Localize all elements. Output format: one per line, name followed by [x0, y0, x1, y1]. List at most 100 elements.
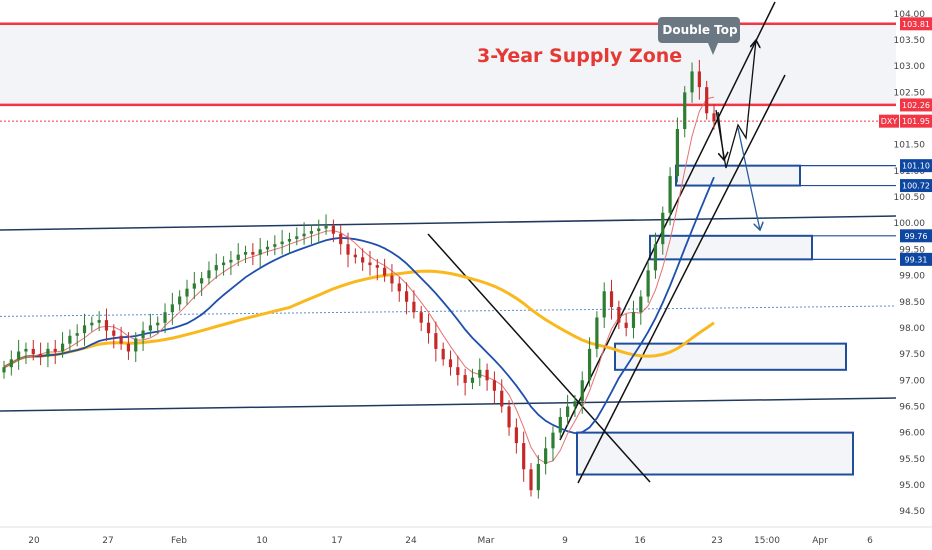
candle-body — [273, 244, 277, 247]
time-tick-label: 27 — [102, 536, 113, 546]
price-badge-label: 101.95 — [902, 117, 930, 126]
candle-body — [302, 233, 306, 237]
candle-body — [309, 231, 314, 234]
price-badge — [900, 252, 932, 266]
callout-label: Double Top — [662, 23, 738, 37]
zones-layer — [0, 22, 897, 476]
candle-body — [697, 71, 701, 88]
price-badge-label: 100.72 — [902, 182, 930, 191]
candle-body — [675, 129, 680, 177]
supply-zone — [0, 23, 896, 105]
candle-body — [38, 354, 43, 357]
candle-body — [595, 317, 599, 349]
time-tick-label: Apr — [812, 536, 828, 546]
time-tick-label: Mar — [478, 536, 495, 546]
candle-body — [243, 252, 248, 255]
channel-upper-line — [0, 215, 897, 231]
candle-body — [2, 367, 6, 373]
candle-body — [119, 335, 123, 344]
candle-body — [141, 330, 145, 339]
candle-body — [53, 348, 57, 352]
candle-body — [331, 225, 335, 234]
candle-body — [295, 236, 299, 239]
projection-arrow-down — [717, 111, 724, 160]
candle-body — [361, 257, 365, 263]
time-tick-label: 23 — [711, 536, 722, 546]
channel-lower-line — [0, 397, 897, 412]
price-tick-label: 96.50 — [899, 402, 925, 412]
candle-body — [60, 343, 65, 352]
candle-body — [602, 291, 606, 318]
price-badge-label: 101.10 — [902, 162, 930, 171]
price-tick-label: 104.00 — [894, 10, 926, 20]
candle-body — [185, 288, 189, 297]
candle-body — [221, 262, 226, 266]
candle-body — [368, 262, 372, 266]
uptrend-line-lower — [577, 74, 786, 484]
candle-body — [609, 291, 614, 307]
candle-body — [653, 244, 658, 271]
candle-body — [170, 304, 174, 313]
candle-body — [112, 330, 116, 336]
candle-body — [551, 432, 555, 449]
candle-body — [324, 225, 328, 229]
candle-body — [178, 296, 182, 305]
time-axis[interactable]: 20 27 Feb 10 17 24 Mar 9 16 23 15:00 Apr 6 — [0, 526, 932, 546]
candle-body — [383, 267, 387, 276]
price-axis[interactable]: 104.00103.50103.00102.50102.00101.50101.… — [879, 10, 932, 517]
symbol-badge — [879, 114, 899, 128]
downtrend-line — [427, 233, 651, 483]
candle-body — [229, 259, 233, 263]
candle-body — [82, 325, 87, 334]
demand-zone-4 — [576, 431, 854, 476]
candle-body — [646, 270, 650, 297]
candle-body — [661, 212, 665, 245]
candle-body — [390, 275, 394, 284]
candle-body — [522, 443, 526, 470]
dotted-reference-line — [0, 305, 897, 317]
candle-body — [375, 265, 379, 268]
candle-body — [207, 270, 211, 279]
price-tick-label: 102.50 — [894, 88, 926, 98]
candle-body — [514, 427, 518, 444]
price-tick-label: 100.00 — [894, 219, 926, 229]
candle-body — [566, 406, 570, 417]
candle-body — [690, 71, 694, 93]
candle-body — [126, 343, 131, 352]
price-tick-label: 95.00 — [899, 481, 925, 491]
price-tick-label: 99.00 — [899, 272, 925, 282]
candle-body — [287, 238, 292, 242]
candle-body — [104, 320, 109, 331]
price-badge — [900, 159, 932, 173]
candle-body — [214, 265, 218, 271]
supply-zone-title: 3-Year Supply Zone — [477, 45, 682, 67]
candle-body — [448, 359, 453, 368]
candle-body — [507, 406, 511, 428]
time-tick-label: 6 — [867, 536, 873, 546]
price-tick-label: 101.50 — [894, 141, 926, 151]
candle-body — [163, 312, 167, 323]
price-tick-label: 97.50 — [899, 350, 925, 360]
candle-body — [317, 228, 321, 232]
candle-body — [46, 348, 50, 357]
price-badge — [900, 179, 932, 193]
candle-body — [456, 367, 460, 376]
candle-body — [412, 301, 416, 313]
candle-body — [404, 291, 409, 302]
candle-body — [712, 113, 716, 122]
candle-body — [353, 254, 357, 258]
candle-body — [617, 306, 621, 323]
candle-body — [258, 249, 262, 255]
candle-body — [434, 333, 438, 349]
price-badge — [900, 229, 932, 243]
candle-body — [536, 464, 540, 491]
demand-zone-2 — [649, 234, 813, 261]
price-badge-label: 99.76 — [905, 232, 928, 241]
candle-body — [529, 469, 533, 491]
candle-body — [265, 246, 270, 250]
price-tick-label: 99.50 — [899, 245, 925, 255]
candle-body — [156, 322, 160, 326]
price-tick-label: 97.00 — [899, 376, 925, 386]
candle-body — [441, 348, 445, 360]
